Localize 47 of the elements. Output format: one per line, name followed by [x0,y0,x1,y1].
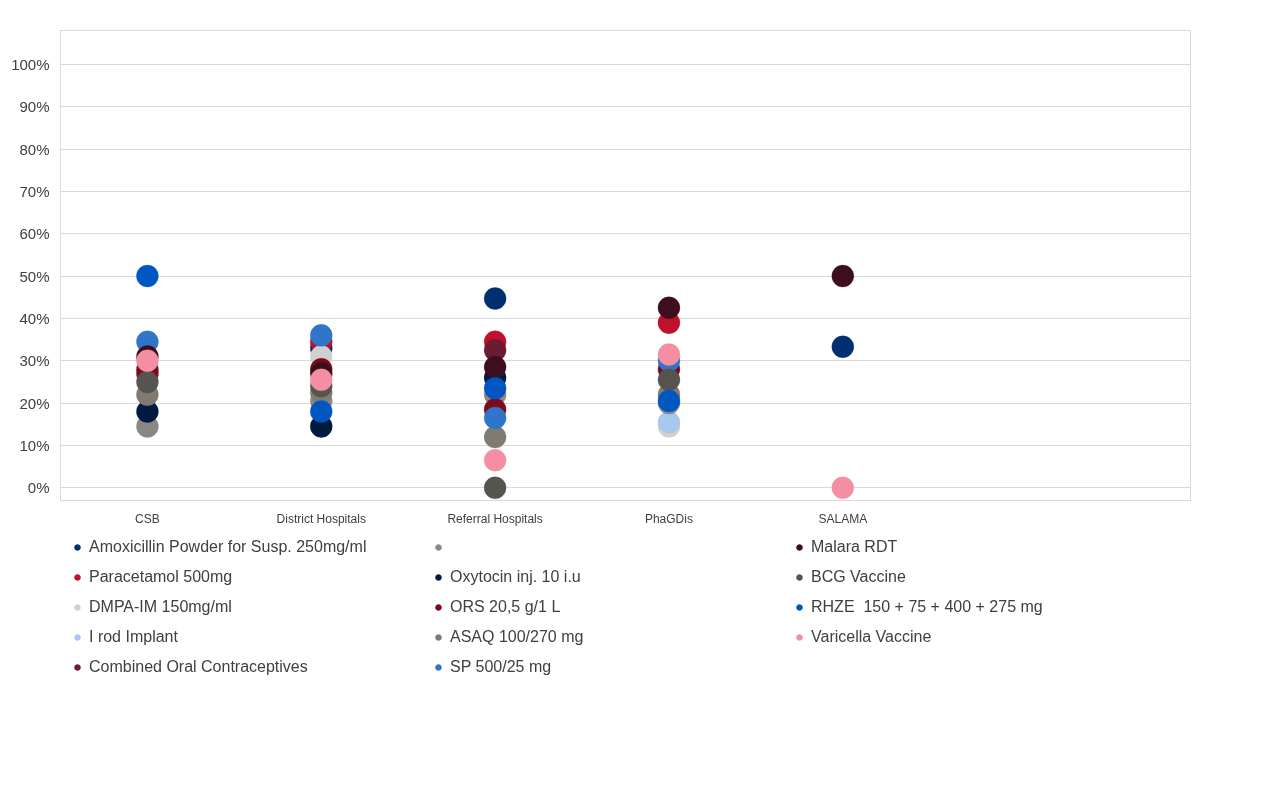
point [657,296,681,320]
legend-label: Paracetamol 500mg [89,568,234,586]
y-tick-label: 40% [19,309,50,327]
y-tick-label: 10% [19,436,50,454]
x-tick-label: SALAMA [818,511,868,526]
point [657,368,681,392]
y-tick-label: 60% [19,225,50,243]
legend-label: Oxytocin inj. 10 i.u [450,568,582,586]
legend-label: ASAQ 100/270 mg [450,628,585,646]
y-tick-label: 20% [19,394,50,412]
x-tick-label: PhaGDis [644,511,693,526]
point [135,264,159,288]
point [483,476,507,500]
legend-label: I rod Implant [89,628,179,646]
point [483,448,507,472]
y-tick-label: 50% [19,267,50,285]
y-tick-label: 0% [27,479,50,497]
y-tick-label: 100% [11,55,50,73]
legend-label: Varicella Vaccine [811,628,933,646]
point [483,355,507,379]
y-tick-label: 80% [19,140,50,158]
y-tick-label: 30% [19,352,50,370]
point [831,476,855,500]
point [309,400,333,424]
y-tick-label: 70% [19,182,50,200]
legend-label: SP 500/25 mg [450,658,553,676]
point [483,376,507,400]
point [483,425,507,449]
point [831,264,855,288]
x-tick-label: District Hospitals [276,511,366,526]
point [483,406,507,430]
x-tick-label: Referral Hospitals [447,511,543,526]
legend-label: DMPA-IM 150mg/ml [89,598,233,616]
point [309,368,333,392]
legend-label: BCG Vaccine [811,568,907,586]
legend-label: RHZE 150 + 75 + 400 + 275 mg [811,598,1044,616]
point [309,323,333,347]
legend-label: ORS 20,5 g/1 L [450,598,562,616]
point [657,342,681,366]
point [483,287,507,311]
legend-label: Amoxicillin Powder for Susp. 250mg/ml [89,538,368,556]
legend-label: Malara RDT [811,538,899,556]
x-tick-label: CSB [135,511,160,526]
point [831,335,855,359]
legend-label: Combined Oral Contraceptives [89,658,309,676]
point [135,370,159,394]
y-tick-label: 90% [19,98,50,116]
